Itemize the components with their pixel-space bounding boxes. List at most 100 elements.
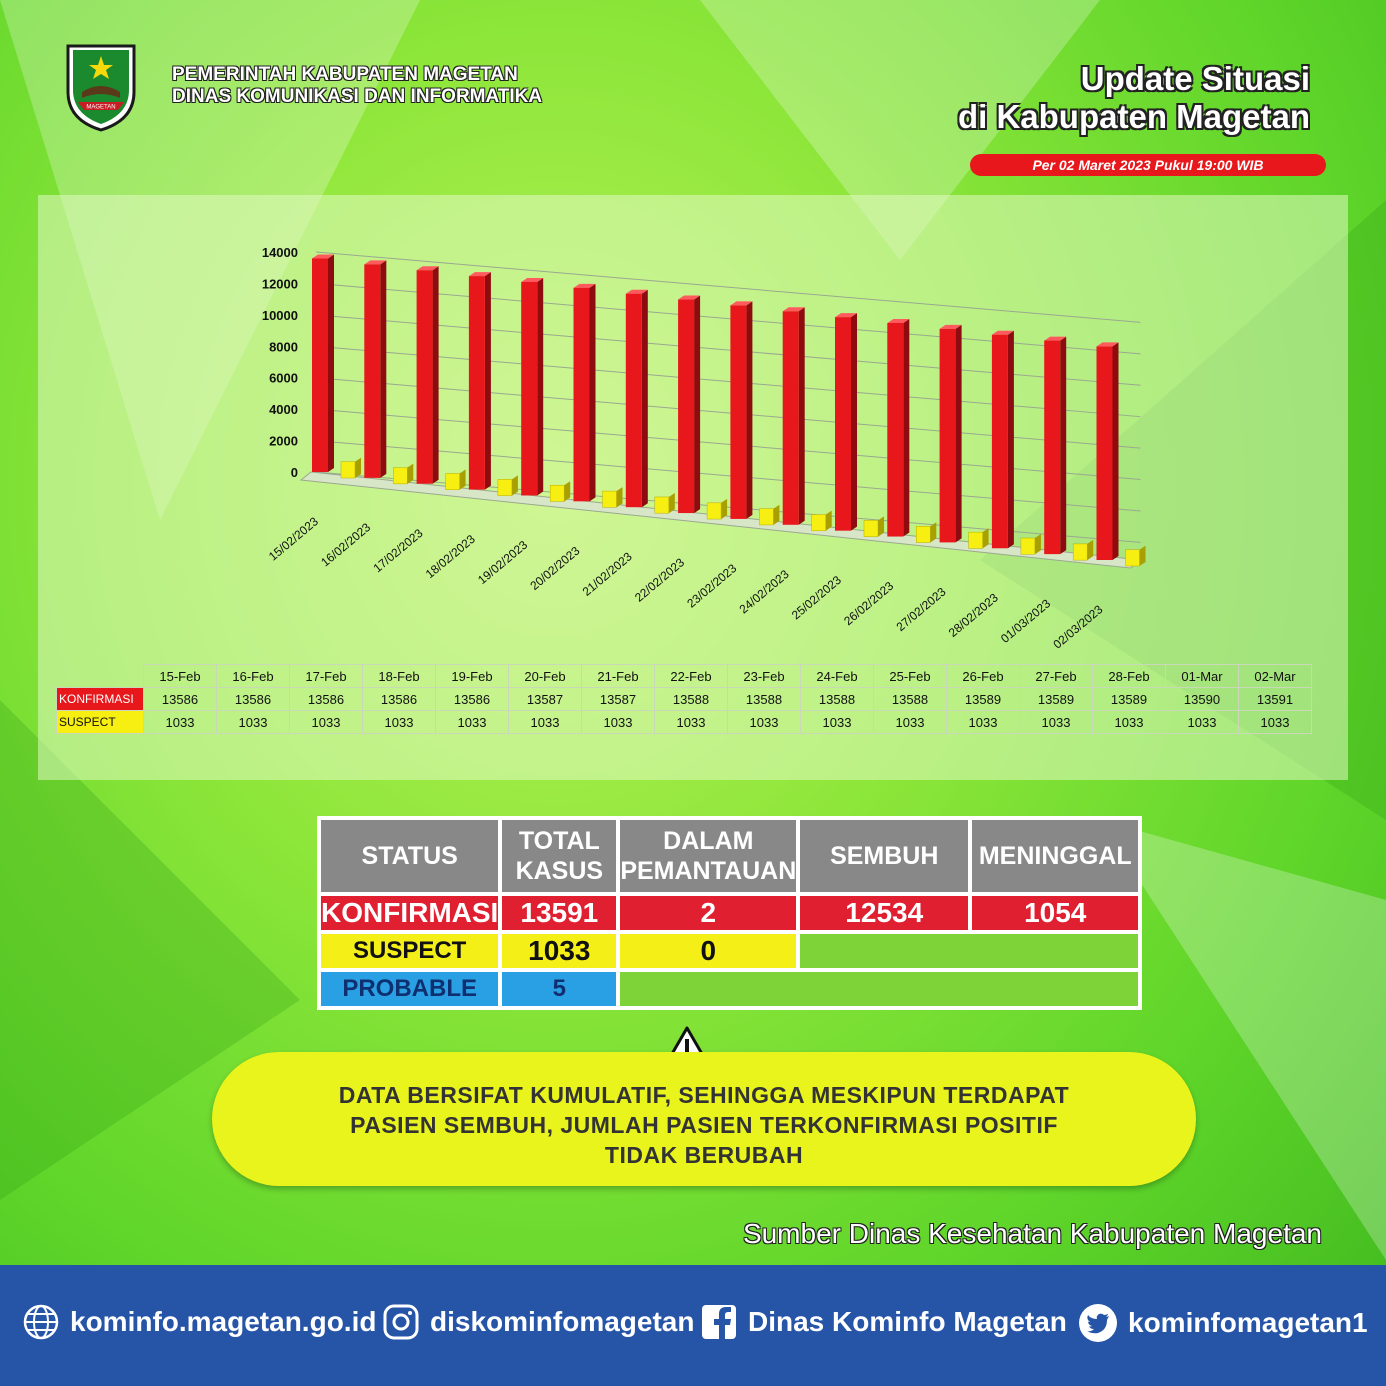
bar-konfirmasi-side — [484, 272, 491, 490]
bar-konfirmasi-side — [903, 318, 910, 537]
label-suspect: SUSPECT — [321, 934, 499, 968]
bar-konfirmasi — [730, 305, 747, 519]
notice-line2: PASIEN SEMBUH, JUMLAH PASIEN TERKONFIRMA… — [350, 1112, 1058, 1138]
suspect-total: 1033 — [502, 934, 617, 968]
table-cell: 13589 — [946, 687, 1020, 711]
bar-konfirmasi-top — [678, 295, 701, 300]
bar-suspect — [549, 484, 565, 502]
bar-suspect-side — [1139, 545, 1146, 566]
twitter-text: kominfomagetan1 — [1128, 1307, 1368, 1338]
header-sembuh: SEMBUH — [800, 820, 969, 892]
bar-konfirmasi-side — [1060, 336, 1067, 555]
bar-konfirmasi-side — [955, 324, 962, 543]
table-cell: 1033 — [289, 710, 363, 734]
bar-suspect-side — [459, 469, 466, 490]
table-cell: 13586 — [362, 687, 436, 711]
bar-konfirmasi — [835, 317, 851, 531]
bar-suspect — [393, 467, 408, 485]
x-tick-label: 19/02/2023 — [475, 538, 530, 588]
bar-konfirmasi-top — [416, 266, 439, 271]
bar-konfirmasi-side — [641, 289, 648, 508]
x-tick-label: 25/02/2023 — [789, 573, 844, 623]
x-tick-label: 28/02/2023 — [946, 590, 1001, 640]
table-cell: 1033 — [435, 710, 509, 734]
bar-konfirmasi-top — [364, 260, 387, 265]
instagram-icon — [383, 1304, 419, 1340]
table-cell: 1033 — [216, 710, 290, 734]
bar-konfirmasi-side — [694, 295, 701, 514]
footer-website[interactable]: kominfo.magetan.go.id — [22, 1303, 376, 1341]
bar-konfirmasi-top — [573, 283, 596, 288]
bar-suspect-side — [721, 498, 728, 520]
y-tick-label: 12000 — [262, 276, 298, 291]
bar-suspect-side — [982, 528, 989, 549]
konfirmasi-pemantauan: 2 — [620, 896, 797, 930]
bar-konfirmasi — [782, 311, 799, 525]
y-tick-label: 4000 — [269, 402, 298, 417]
chart-data-table: 15-Feb 16-Feb 17-Feb 18-Feb 19-Feb 20-Feb 21-F… — [56, 664, 1312, 734]
column-header: 02-Mar — [1238, 664, 1312, 688]
bar-konfirmasi — [625, 293, 642, 508]
footer-facebook[interactable]: Dinas Kominfo Magetan — [700, 1303, 1067, 1341]
footer-twitter[interactable]: kominfomagetan1 — [1078, 1303, 1368, 1343]
twitter-icon — [1079, 1304, 1117, 1342]
table-cell: 13586 — [216, 687, 290, 711]
bar-konfirmasi — [521, 281, 538, 496]
column-header: 16-Feb — [216, 664, 290, 688]
org-name-line1: PEMERINTAH KABUPATEN MAGETAN — [172, 64, 518, 85]
y-tick-label: 8000 — [269, 339, 298, 354]
gridline — [315, 314, 1141, 386]
bar-konfirmasi-side — [537, 277, 544, 496]
bar-suspect-side — [878, 516, 884, 537]
bar-suspect — [968, 531, 983, 549]
bar-konfirmasi-side — [746, 301, 753, 519]
x-tick-label: 01/03/2023 — [998, 596, 1053, 646]
gridline — [315, 345, 1141, 418]
bar-suspect — [602, 490, 617, 508]
header-dalam-pemantauan: DALAM PEMANTAUAN — [620, 820, 796, 892]
header-org: MAGETAN PEMERINTAH KABUPATEN MAGETAN DIN… — [60, 40, 542, 132]
column-header: 25-Feb — [873, 664, 947, 688]
empty-cell — [800, 934, 1139, 968]
bar-suspect — [497, 479, 513, 496]
bar-konfirmasi-side — [589, 283, 596, 502]
bar-suspect-side — [407, 463, 414, 484]
table-cell: 13587 — [581, 687, 655, 711]
bar-suspect-side — [773, 504, 780, 525]
bar-konfirmasi-top — [1096, 342, 1119, 347]
gridline — [315, 377, 1141, 449]
bar-suspect — [759, 508, 774, 526]
column-header: 17-Feb — [289, 664, 363, 688]
header-total-kasus: TOTAL KASUS — [502, 820, 617, 892]
table-cell: 1033 — [508, 710, 582, 734]
table-cell: 1033 — [143, 710, 217, 734]
bar-konfirmasi-top — [625, 289, 648, 294]
label-konfirmasi: KONFIRMASI — [321, 896, 499, 930]
bar-suspect-side — [564, 481, 571, 502]
column-header: 15-Feb — [143, 664, 217, 688]
label-probable: PROBABLE — [321, 972, 499, 1006]
x-tick-label: 27/02/2023 — [894, 584, 949, 634]
column-header: 19-Feb — [435, 664, 509, 688]
bar-suspect — [916, 526, 931, 543]
instagram-text: diskominfomagetan — [430, 1306, 695, 1337]
gridline — [315, 251, 1141, 323]
bar-suspect-side — [1034, 534, 1041, 555]
summary-table: STATUS TOTAL KASUS DALAM PEMANTAUAN SEMB… — [317, 816, 1143, 1010]
column-header: 18-Feb — [362, 664, 436, 688]
bar-konfirmasi-top — [521, 277, 544, 282]
y-tick-label: 6000 — [269, 371, 298, 386]
bar-konfirmasi — [939, 328, 956, 543]
table-cell: 1033 — [362, 710, 436, 734]
chart-floor — [299, 471, 1142, 569]
svg-text:MAGETAN: MAGETAN — [86, 105, 115, 111]
bar-konfirmasi-top — [782, 307, 805, 312]
website-text: kominfo.magetan.go.id — [70, 1306, 377, 1337]
bar-suspect — [1125, 549, 1140, 567]
table-cell: 13589 — [1092, 687, 1166, 711]
bar-konfirmasi-side — [1007, 330, 1014, 549]
bar-konfirmasi — [1044, 340, 1061, 555]
table-cell: 13586 — [435, 687, 509, 711]
footer-instagram[interactable]: diskominfomagetan — [382, 1303, 694, 1341]
bar-konfirmasi — [364, 264, 381, 478]
